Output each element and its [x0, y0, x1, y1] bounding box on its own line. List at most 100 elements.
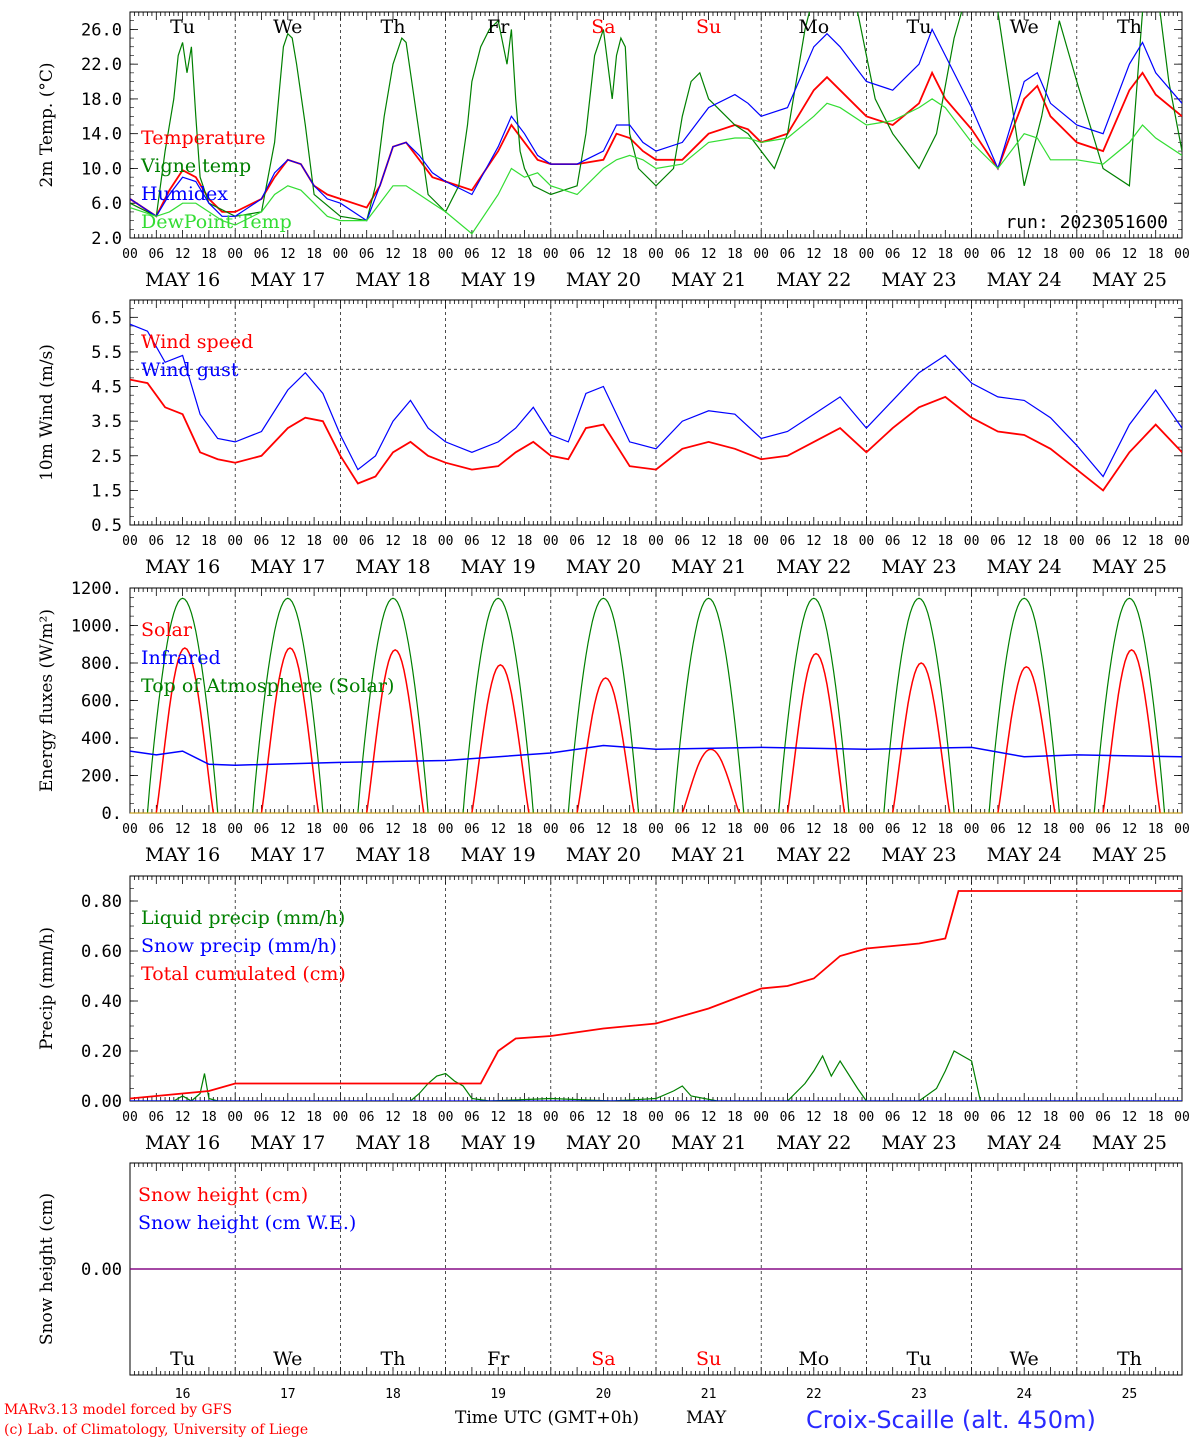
- hour-tick-label: 00: [333, 1110, 349, 1125]
- liquid-series-line: [130, 1050, 1182, 1101]
- legend-snowprecip: Snow precip (mm/h): [141, 935, 337, 957]
- toa-series-line: [883, 597, 955, 813]
- date-label: MAY 24: [987, 1132, 1062, 1154]
- date-label: MAY 19: [461, 269, 536, 291]
- hour-tick-label: 06: [990, 247, 1006, 262]
- legend-vigne: Vigne temp: [140, 155, 251, 177]
- day-number: 21: [701, 1387, 717, 1402]
- hour-tick-label: 18: [937, 822, 953, 837]
- date-label: MAY 17: [250, 556, 325, 578]
- y-tick-label: 26.0: [81, 20, 122, 40]
- hour-tick-label: 00: [1069, 247, 1085, 262]
- y-tick-label: 6.5: [91, 308, 122, 328]
- hour-tick-label: 18: [201, 1110, 217, 1125]
- legend-solar: Solar: [141, 619, 193, 641]
- hour-tick-label: 00: [648, 247, 664, 262]
- date-label: MAY 23: [881, 844, 956, 866]
- hour-tick-label: 18: [306, 822, 322, 837]
- hour-tick-label: 00: [227, 247, 243, 262]
- hour-tick-label: 12: [1122, 1110, 1138, 1125]
- hour-tick-label: 06: [1095, 534, 1111, 549]
- station-label: Croix-Scaille (alt. 450m): [806, 1406, 1096, 1434]
- hour-tick-label: 18: [201, 822, 217, 837]
- plot-frame: [129, 299, 1183, 526]
- solar-series-line: [1102, 649, 1161, 813]
- day-name: Su: [696, 16, 721, 38]
- date-label: MAY 22: [776, 556, 851, 578]
- hour-tick-label: 06: [780, 534, 796, 549]
- date-label: MAY 20: [566, 556, 641, 578]
- date-label: MAY 20: [566, 1132, 641, 1154]
- hour-tick-label: 00: [859, 534, 875, 549]
- hour-tick-label: 06: [464, 822, 480, 837]
- date-label: MAY 16: [145, 844, 220, 866]
- hour-tick-label: 18: [622, 822, 638, 837]
- day-number: 19: [490, 1387, 506, 1402]
- legend-temperature: Temperature: [141, 127, 265, 149]
- hour-tick-label: 18: [201, 534, 217, 549]
- hour-tick-label: 00: [543, 1110, 559, 1125]
- hour-tick-label: 12: [1016, 534, 1032, 549]
- hour-tick-label: 00: [753, 1110, 769, 1125]
- hour-tick-label: 18: [622, 247, 638, 262]
- model-credit: MARv3.13 model forced by GFS: [4, 1402, 232, 1418]
- date-label: MAY 19: [461, 556, 536, 578]
- hour-tick-label: 00: [964, 534, 980, 549]
- hour-tick-label: 12: [596, 822, 612, 837]
- hour-tick-label: 18: [201, 247, 217, 262]
- hour-tick-label: 06: [464, 1110, 480, 1125]
- y-tick-label: 0.40: [81, 992, 122, 1012]
- month-label: MAY: [686, 1408, 727, 1428]
- day-name: We: [1010, 16, 1039, 38]
- y-axis-label: Energy fluxes (W/m²): [37, 609, 57, 792]
- hour-tick-label: 06: [1095, 822, 1111, 837]
- date-label: MAY 23: [881, 556, 956, 578]
- hour-tick-label: 00: [122, 534, 138, 549]
- day-name: Mo: [798, 16, 829, 38]
- date-label: MAY 22: [776, 844, 851, 866]
- hour-tick-label: 18: [411, 1110, 427, 1125]
- y-tick-label: 0.80: [81, 892, 122, 912]
- hour-tick-label: 00: [1174, 247, 1190, 262]
- y-tick-label: 0.00: [81, 1260, 122, 1280]
- hour-tick-label: 00: [859, 247, 875, 262]
- hour-tick-label: 12: [490, 534, 506, 549]
- y-tick-label: 4.5: [91, 378, 122, 398]
- date-label: MAY 23: [881, 1132, 956, 1154]
- day-number: 16: [175, 1387, 191, 1402]
- solar-series-line: [786, 652, 846, 813]
- hour-tick-label: 18: [727, 247, 743, 262]
- date-label: MAY 16: [145, 556, 220, 578]
- date-label: MAY 25: [1092, 556, 1167, 578]
- y-tick-label: 600.: [81, 692, 122, 712]
- hour-tick-label: 18: [832, 534, 848, 549]
- hour-tick-label: 00: [543, 247, 559, 262]
- hour-tick-label: 00: [964, 247, 980, 262]
- hour-tick-label: 00: [227, 822, 243, 837]
- day-name: Mo: [798, 1348, 829, 1370]
- hour-tick-label: 06: [885, 1110, 901, 1125]
- toa-series-line: [672, 597, 745, 813]
- legend-humidex: Humidex: [141, 183, 228, 205]
- date-label: MAY 17: [250, 1132, 325, 1154]
- hour-tick-label: 12: [490, 1110, 506, 1125]
- hour-tick-label: 06: [674, 1110, 690, 1125]
- hour-tick-label: 00: [438, 247, 454, 262]
- hour-tick-label: 12: [1016, 822, 1032, 837]
- y-axis-label: 10m Wind (m/s): [37, 344, 57, 481]
- y-tick-label: 18.0: [81, 90, 122, 110]
- hour-tick-label: 12: [596, 1110, 612, 1125]
- hour-tick-label: 00: [753, 534, 769, 549]
- toa-series-line: [357, 597, 429, 813]
- y-tick-label: 2.5: [91, 447, 122, 467]
- date-label: MAY 18: [355, 556, 430, 578]
- panel-1: 2.0 6.0 10.0 14.0 18.0 22.0 26.0 2m Temp. (°C) 0…: [37, 11, 1190, 291]
- hour-tick-label: 18: [1043, 1110, 1059, 1125]
- hour-tick-label: 18: [306, 534, 322, 549]
- day-name: We: [273, 1348, 302, 1370]
- toa-series-line: [988, 597, 1060, 813]
- hour-tick-label: 06: [885, 534, 901, 549]
- y-tick-label: 0.5: [91, 516, 122, 536]
- hour-tick-label: 18: [517, 1110, 533, 1125]
- y-tick-label: 10.0: [81, 159, 122, 179]
